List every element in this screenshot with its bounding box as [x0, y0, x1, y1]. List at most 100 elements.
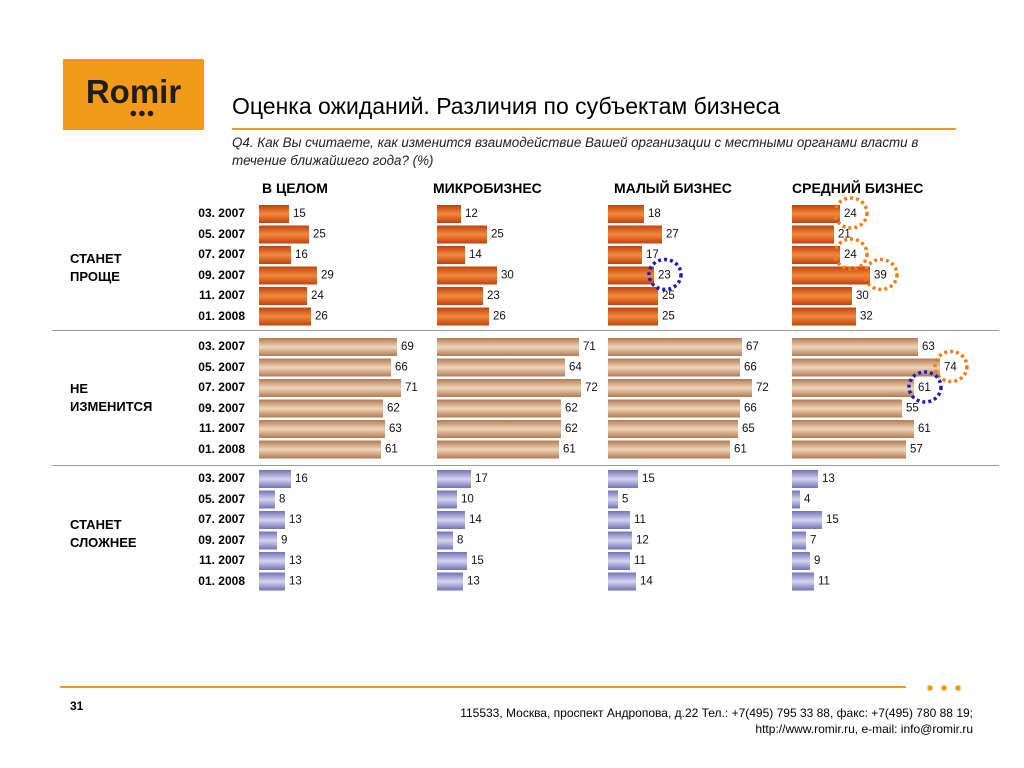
value-label: 67	[746, 341, 759, 353]
value-label: 30	[501, 270, 514, 282]
date-label: 01. 2008	[198, 308, 245, 323]
value-label: 55	[906, 403, 919, 415]
date-label: 07. 2007	[198, 247, 245, 261]
bar-harder-medium	[792, 572, 814, 591]
bar-easier-micro	[437, 225, 487, 244]
bar-easier-small	[608, 307, 658, 326]
bar-harder-medium	[792, 511, 822, 529]
value-label: 14	[469, 514, 482, 526]
value-label: 21	[838, 229, 851, 241]
value-label: 32	[860, 311, 873, 323]
bar-unchanged-micro	[437, 420, 561, 438]
bar-easier-small	[608, 246, 642, 264]
value-label: 72	[585, 382, 598, 394]
survey-question: Q4. Как Вы считаете, как изменится взаим…	[232, 135, 919, 168]
value-label: 14	[469, 249, 482, 261]
date-label: 11. 2007	[198, 553, 245, 567]
value-label: 17	[475, 473, 488, 485]
value-label: 66	[395, 362, 408, 374]
bar-unchanged-micro	[437, 399, 561, 418]
value-label: 61	[385, 444, 398, 456]
footer-rule	[60, 686, 906, 688]
value-label: 30	[856, 290, 869, 302]
value-label: 17	[646, 249, 659, 261]
bar-unchanged-total	[259, 379, 401, 397]
date-label: 05. 2007	[198, 226, 245, 241]
value-label: 25	[662, 311, 675, 323]
value-label: 27	[666, 229, 679, 241]
value-label: 14	[640, 576, 653, 588]
value-label: 16	[295, 473, 308, 485]
bar-easier-micro	[437, 246, 465, 264]
group-label-easier: СТАНЕТ ПРОЩЕ	[70, 251, 122, 284]
bar-harder-micro	[437, 470, 471, 488]
value-label: 13	[289, 576, 302, 588]
bar-easier-total	[259, 307, 311, 326]
highlight-circle	[933, 349, 969, 384]
value-label: 62	[565, 423, 578, 435]
value-label: 11	[634, 514, 646, 526]
value-label: 26	[315, 311, 328, 323]
value-label: 12	[465, 208, 478, 220]
bar-harder-small	[608, 490, 618, 509]
value-label: 64	[569, 362, 582, 374]
bar-unchanged-medium	[792, 440, 906, 459]
bar-harder-micro	[437, 531, 453, 550]
bar-unchanged-small	[608, 358, 740, 377]
value-label: 13	[289, 514, 302, 526]
bar-unchanged-total	[259, 420, 385, 438]
bar-easier-medium	[792, 205, 840, 223]
page-number: 31	[70, 699, 84, 713]
bar-unchanged-small	[608, 379, 752, 397]
bar-easier-total	[259, 246, 291, 264]
bar-harder-total	[259, 531, 277, 550]
group-separator	[52, 465, 999, 466]
value-label: 15	[826, 514, 839, 526]
footer-address: 115533, Москва, проспект Андропова, д.22…	[460, 705, 973, 737]
value-label: 23	[487, 290, 500, 302]
bar-harder-small	[608, 470, 638, 488]
address-line-2: http://www.romir.ru, e-mail: info@romir.…	[755, 722, 973, 736]
bar-easier-medium	[792, 307, 856, 326]
bar-harder-micro	[437, 552, 467, 570]
value-label: 5	[622, 494, 628, 506]
value-label: 57	[910, 444, 923, 456]
value-label: 7	[810, 535, 816, 547]
value-label: 4	[804, 494, 811, 506]
bar-harder-total	[259, 490, 275, 509]
highlight-circle	[863, 257, 899, 292]
bar-easier-medium	[792, 225, 834, 244]
bar-easier-micro	[437, 205, 461, 223]
bar-unchanged-total	[259, 338, 397, 356]
value-label: 72	[756, 382, 769, 394]
bar-harder-micro	[437, 490, 457, 509]
value-label: 8	[457, 535, 463, 547]
footer-dots	[923, 685, 965, 691]
bar-harder-medium	[792, 470, 818, 488]
date-label: 07. 2007	[198, 380, 245, 394]
bar-easier-total	[259, 287, 307, 305]
date-label: 01. 2008	[198, 441, 245, 456]
value-label: 61	[563, 444, 576, 456]
bar-unchanged-medium	[792, 358, 940, 377]
column-header-medium: СРЕДНИЙ БИЗНЕС	[792, 180, 924, 196]
page-title: Оценка ожиданий. Различия по субъектам б…	[232, 93, 780, 119]
date-label: 05. 2007	[198, 491, 245, 506]
romir-logo: Romir	[63, 59, 204, 130]
date-label: 09. 2007	[198, 532, 245, 547]
bar-easier-medium	[792, 266, 870, 285]
bar-unchanged-medium	[792, 338, 918, 356]
highlight-circle	[833, 196, 869, 230]
date-label: 03. 2007	[198, 471, 245, 485]
value-label: 26	[493, 311, 506, 323]
bar-easier-medium	[792, 246, 840, 264]
bar-harder-total	[259, 470, 291, 488]
bar-harder-micro	[437, 572, 463, 591]
group-label-unchanged: НЕ ИЗМЕНИТСЯ	[70, 381, 153, 414]
bar-unchanged-medium	[792, 399, 902, 418]
bar-harder-small	[608, 572, 636, 591]
bar-easier-micro	[437, 287, 483, 305]
bar-harder-micro	[437, 511, 465, 529]
bar-harder-small	[608, 511, 630, 529]
bar-unchanged-small	[608, 338, 742, 356]
